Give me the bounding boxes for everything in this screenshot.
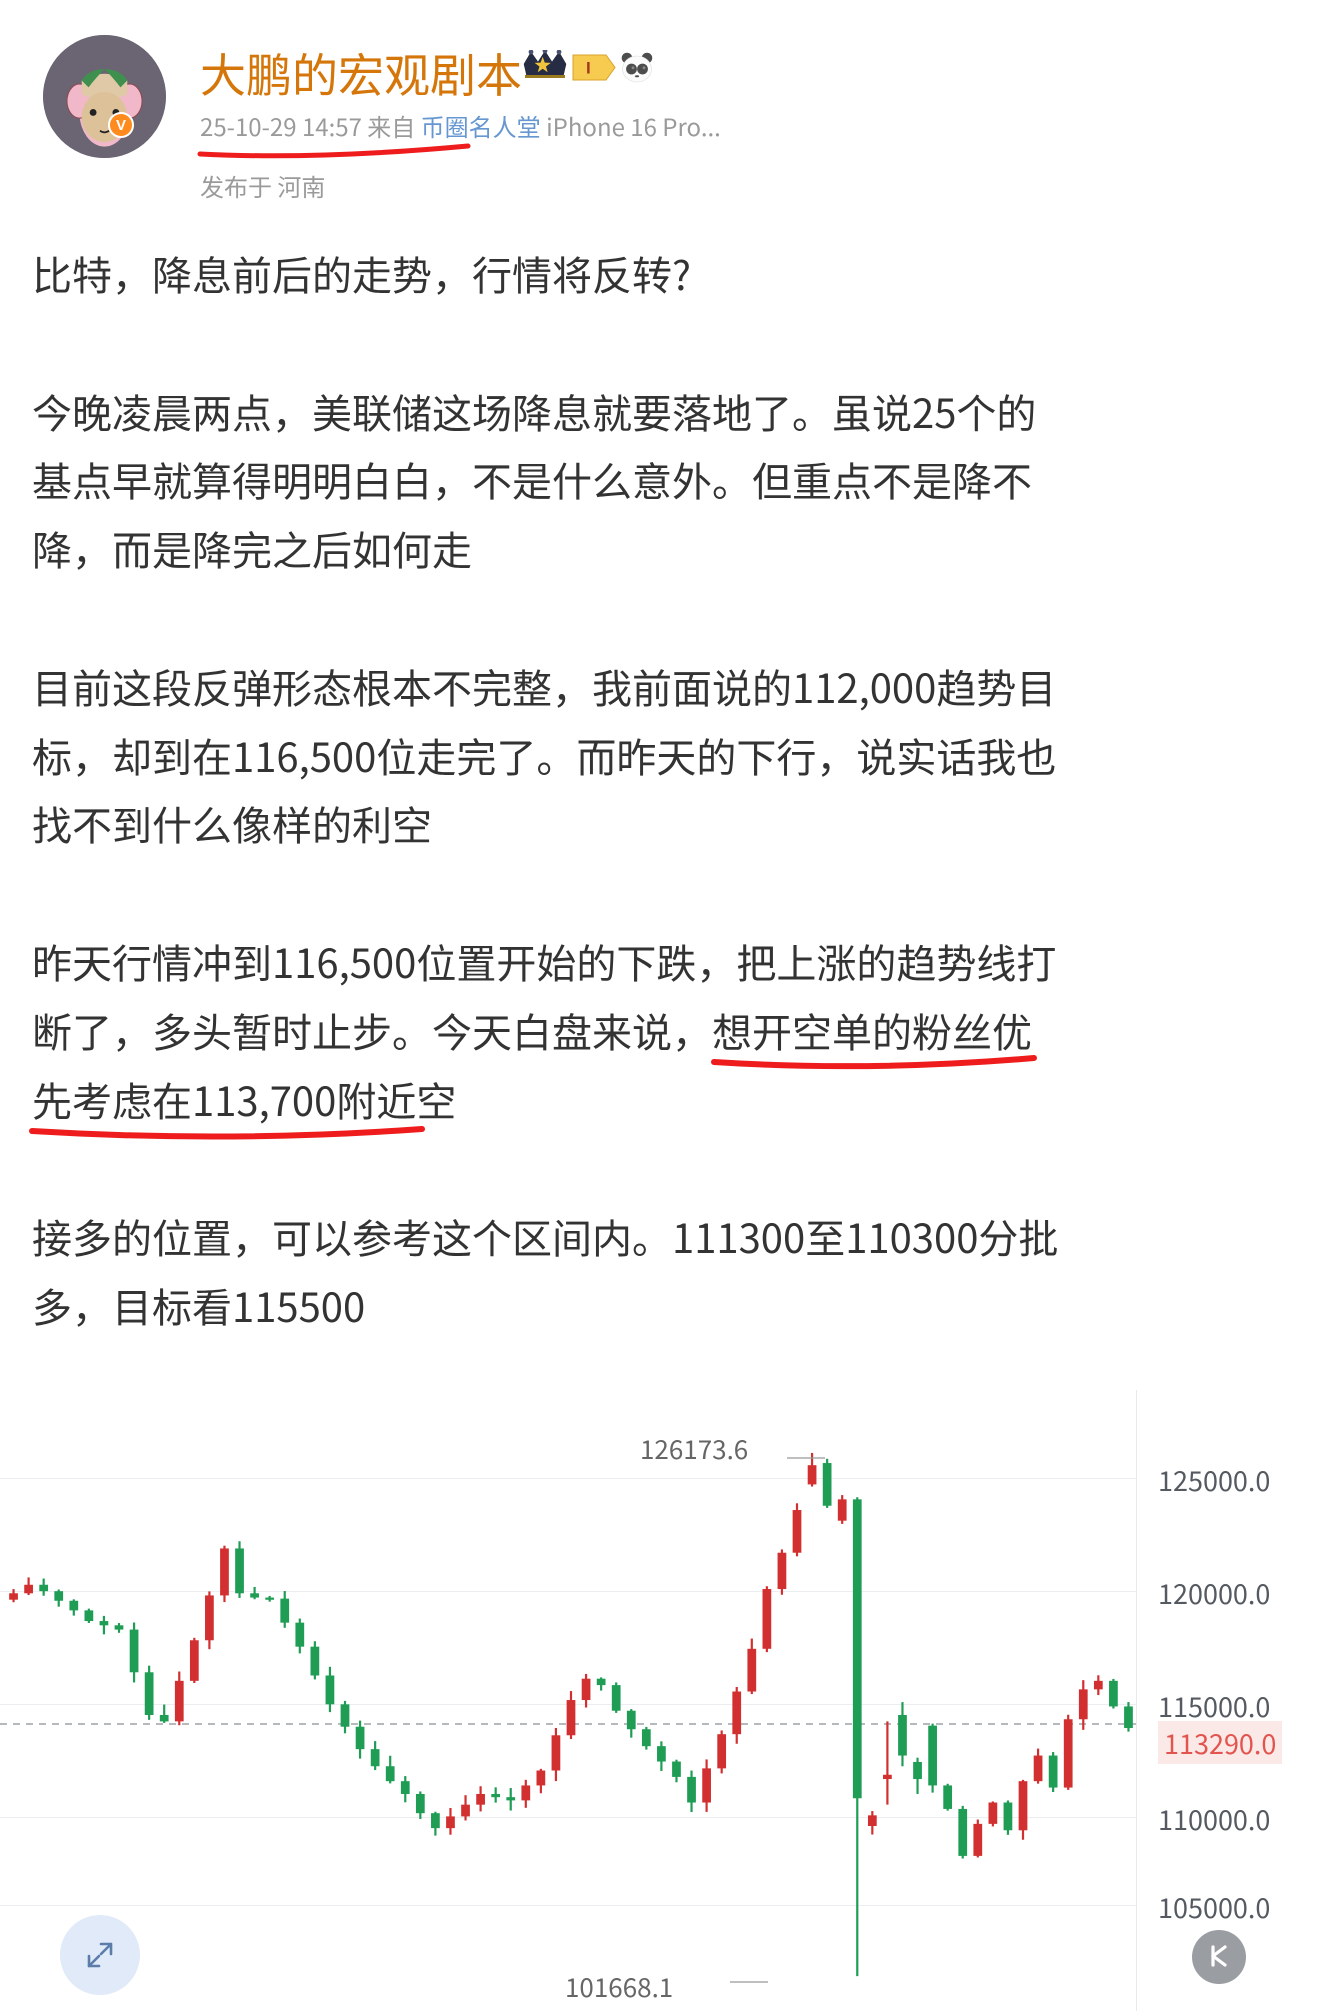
svg-text:I: I (586, 58, 591, 77)
